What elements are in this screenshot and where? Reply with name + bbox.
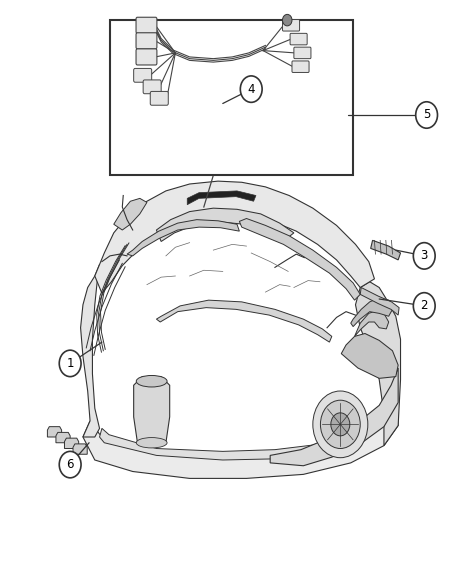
Polygon shape (351, 298, 393, 327)
Polygon shape (47, 427, 62, 437)
Circle shape (313, 391, 368, 458)
Polygon shape (134, 377, 170, 443)
Polygon shape (100, 414, 384, 460)
Circle shape (240, 76, 262, 102)
Polygon shape (156, 208, 294, 242)
FancyBboxPatch shape (136, 17, 157, 33)
Polygon shape (127, 220, 239, 256)
Circle shape (413, 243, 435, 269)
Polygon shape (81, 264, 100, 437)
FancyBboxPatch shape (134, 68, 152, 82)
Ellipse shape (137, 375, 167, 387)
Circle shape (59, 350, 81, 377)
Polygon shape (114, 198, 147, 230)
Polygon shape (239, 218, 360, 300)
Circle shape (283, 14, 292, 26)
Ellipse shape (137, 438, 167, 448)
Polygon shape (73, 444, 87, 454)
FancyBboxPatch shape (290, 33, 307, 45)
Polygon shape (64, 438, 79, 449)
Polygon shape (355, 310, 389, 336)
Text: 2: 2 (420, 300, 428, 312)
Text: 6: 6 (66, 458, 74, 471)
Polygon shape (360, 288, 399, 315)
Text: 3: 3 (420, 250, 428, 262)
Circle shape (331, 413, 350, 436)
Circle shape (413, 293, 435, 319)
FancyBboxPatch shape (292, 61, 309, 72)
Polygon shape (356, 282, 401, 446)
Text: 5: 5 (423, 109, 430, 121)
Polygon shape (270, 368, 398, 466)
Polygon shape (187, 191, 256, 205)
Polygon shape (83, 397, 398, 478)
Text: 1: 1 (66, 357, 74, 370)
Polygon shape (371, 240, 401, 260)
FancyBboxPatch shape (136, 33, 157, 49)
FancyBboxPatch shape (150, 91, 168, 105)
FancyBboxPatch shape (143, 80, 161, 94)
Polygon shape (95, 181, 374, 293)
Bar (110, 20, 353, 175)
FancyBboxPatch shape (294, 47, 311, 59)
Circle shape (59, 451, 81, 478)
Text: 4: 4 (247, 83, 255, 95)
FancyBboxPatch shape (136, 49, 157, 65)
FancyBboxPatch shape (283, 20, 300, 31)
Polygon shape (56, 432, 70, 443)
Circle shape (416, 102, 438, 128)
Polygon shape (156, 300, 332, 342)
Circle shape (320, 400, 360, 448)
Polygon shape (341, 334, 398, 378)
